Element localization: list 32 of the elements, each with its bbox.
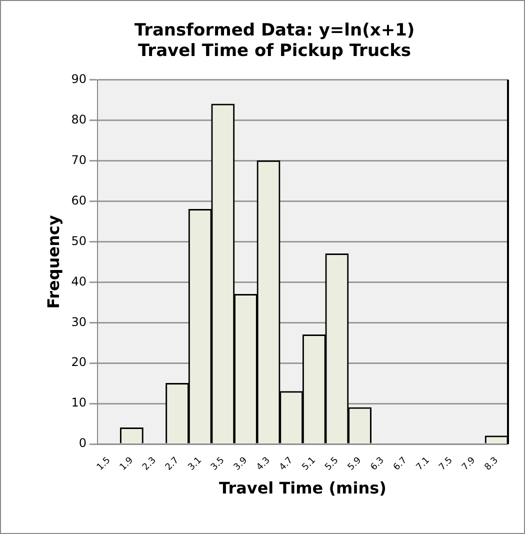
x-tick-label: 7.1: [414, 456, 432, 473]
y-tick-label: 80: [71, 112, 86, 126]
y-tick-label: 40: [71, 274, 86, 288]
x-tick-label: 4.3: [255, 456, 272, 473]
x-axis-title: Travel Time (mins): [219, 478, 386, 498]
x-tick-label: 4.7: [278, 456, 296, 473]
y-tick-label: 10: [71, 396, 86, 410]
x-tick-label: 1.9: [118, 455, 136, 473]
x-tick-label: 1.5: [95, 456, 113, 473]
x-tick-label: 6.7: [392, 456, 410, 473]
x-tick-label: 5.9: [346, 455, 364, 473]
x-tick-label: 2.7: [164, 456, 182, 473]
x-tick-label: 5.1: [300, 456, 318, 473]
x-tick-label: 8.3: [483, 456, 500, 473]
x-tick-label: 7.5: [438, 456, 455, 473]
y-tick-label: 60: [71, 193, 86, 208]
y-tick-label: 50: [71, 234, 86, 248]
y-tick-label: 70: [71, 152, 86, 167]
text: Travel Time of Pickup Trucks: [138, 41, 412, 62]
text: Transformed Data: y=ln(x+1): [134, 20, 415, 41]
y-tick-label: 30: [71, 314, 86, 329]
x-tick-label: 5.5: [324, 456, 341, 473]
y-tick-label: 20: [71, 355, 86, 370]
x-tick-label: 7.9: [460, 455, 478, 473]
y-axis-title: Frequency: [44, 214, 63, 309]
y-tick-label: 0: [78, 436, 86, 450]
x-tick-label: 3.5: [209, 456, 227, 473]
x-tick-label: 3.9: [232, 455, 250, 473]
x-tick-label: 2.3: [141, 456, 158, 473]
x-tick-label: 6.3: [369, 456, 386, 473]
x-tick-label: 3.1: [186, 456, 204, 473]
y-tick-label: 90: [71, 72, 86, 86]
